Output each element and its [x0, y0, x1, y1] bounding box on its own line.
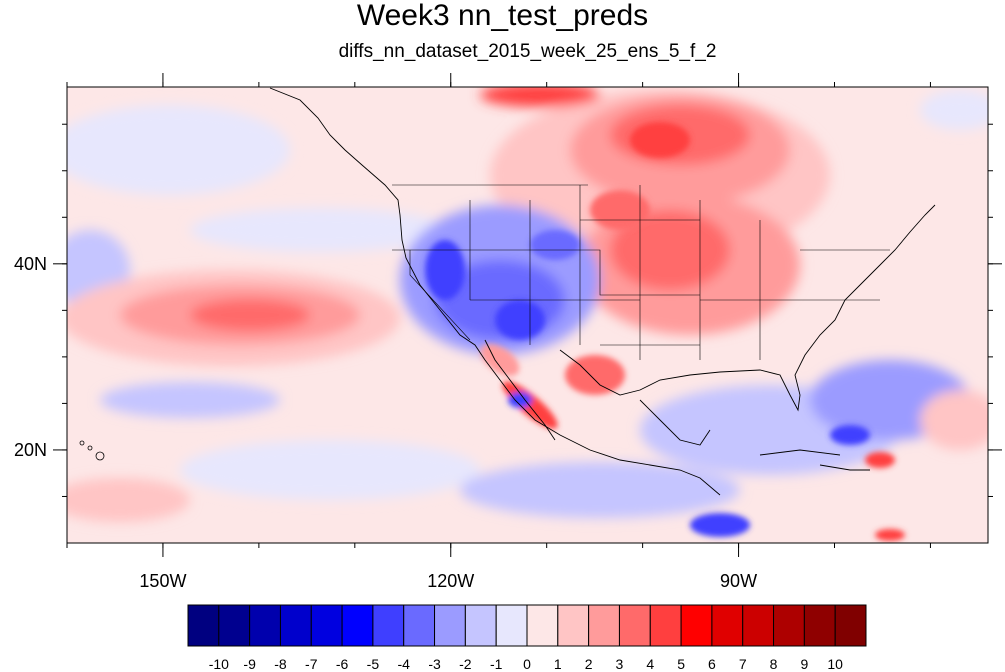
- colorbar-swatch: [403, 604, 436, 647]
- colorbar-swatch: [187, 604, 220, 647]
- colorbar-label: 1: [554, 656, 562, 672]
- colorbar-swatch: [773, 604, 805, 647]
- colorbar-label: 8: [770, 656, 778, 672]
- colorbar-swatch: [464, 604, 497, 647]
- colorbar-label: -6: [336, 656, 349, 672]
- colorbar-swatch: [742, 604, 775, 647]
- colorbar-swatch: [526, 604, 559, 647]
- colorbar-swatch: [803, 604, 836, 647]
- colorbar-swatch: [557, 604, 590, 647]
- y-tick-label: 40N: [14, 254, 47, 274]
- colorbar-label: 3: [616, 656, 624, 672]
- colorbar-label: -2: [459, 656, 472, 672]
- colorbar-label: 0: [523, 656, 531, 672]
- colorbar-swatch: [434, 604, 466, 647]
- colorbar-label: -9: [243, 656, 256, 672]
- colorbar-label: 5: [677, 656, 685, 672]
- colorbar-swatch: [649, 604, 682, 647]
- anomaly-field: [67, 87, 988, 543]
- colorbar-label: 2: [585, 656, 593, 672]
- x-tick-label: 90W: [720, 571, 757, 591]
- colorbar-swatch: [279, 604, 312, 647]
- colorbar-label: -8: [274, 656, 287, 672]
- colorbar-swatch: [249, 604, 281, 647]
- coastlines: [269, 87, 936, 496]
- x-tick-label: 150W: [139, 571, 186, 591]
- colorbar-label: 9: [800, 656, 808, 672]
- colorbar-swatch: [372, 604, 405, 647]
- colorbar-label: 10: [827, 656, 843, 672]
- colorbar: -10 -9 -8 -7 -6 -5 -4 -3 -2 -1 0 1 2 3 4 5 6 7 8 9 10: [187, 604, 867, 672]
- colorbar-label: -10: [209, 656, 229, 672]
- hawaii-islands: [79, 440, 105, 461]
- colorbar-swatch: [588, 604, 620, 647]
- map-title: Week3 nn_test_preds: [356, 0, 649, 32]
- colorbar-label: -1: [490, 656, 503, 672]
- axis-ticks: 150W 120W 90W 40N 20N: [14, 73, 1002, 591]
- x-tick-label: 120W: [427, 571, 474, 591]
- colorbar-swatch: [711, 604, 744, 647]
- colorbar-label: 7: [739, 656, 747, 672]
- colorbar-swatch: [341, 604, 374, 647]
- colorbar-swatch: [618, 604, 651, 647]
- map-subtitle: diffs_nn_dataset_2015_week_25_ens_5_f_2: [338, 41, 717, 62]
- colorbar-swatch: [310, 604, 343, 647]
- colorbar-label: 4: [646, 656, 654, 672]
- colorbar-label: 6: [708, 656, 716, 672]
- colorbar-label: -3: [428, 656, 441, 672]
- colorbar-swatch: [834, 604, 867, 647]
- colorbar-label: -5: [367, 656, 380, 672]
- state-boundaries: [392, 184, 890, 360]
- map-frame: [66, 86, 989, 544]
- colorbar-swatch: [680, 604, 713, 647]
- colorbar-label: -7: [305, 656, 318, 672]
- colorbar-swatch: [218, 604, 251, 647]
- y-tick-label: 20N: [14, 440, 47, 460]
- colorbar-swatch: [495, 604, 528, 647]
- colorbar-label: -4: [398, 656, 411, 672]
